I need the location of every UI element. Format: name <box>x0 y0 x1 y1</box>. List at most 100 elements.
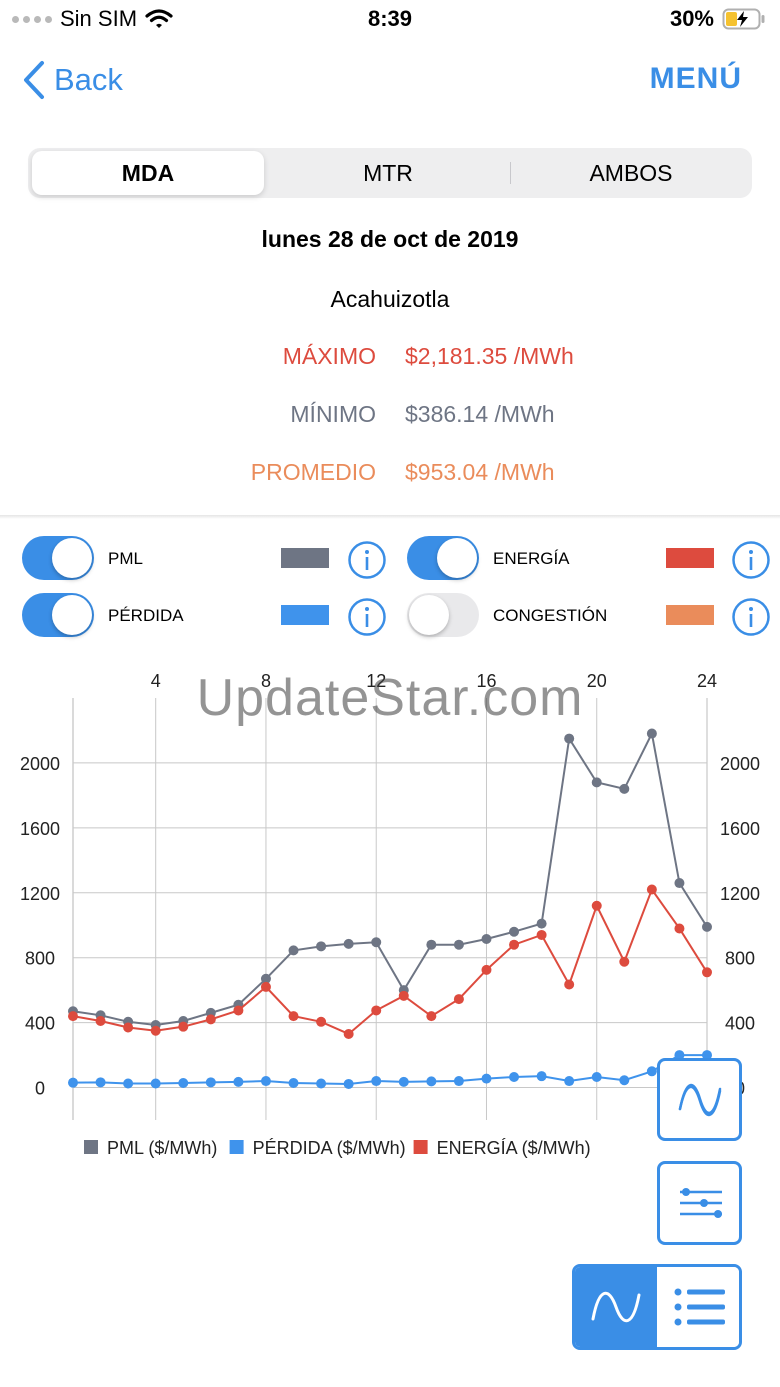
battery-percent: 30% <box>669 6 714 31</box>
price-line-chart[interactable]: 0040040080080012001200160016002000200048… <box>0 660 780 1170</box>
legend-swatch <box>84 1140 98 1154</box>
data-point <box>564 1076 575 1087</box>
toggle-knob <box>52 538 92 578</box>
min-label: MÍNIMO <box>290 401 376 427</box>
data-point <box>702 921 712 932</box>
x-tick-label: 24 <box>697 671 717 691</box>
swatch-energia <box>666 548 714 568</box>
data-point <box>150 1078 161 1089</box>
data-point <box>260 1076 271 1087</box>
wifi-icon <box>145 9 173 28</box>
filter-settings-button[interactable] <box>657 1161 742 1245</box>
list-view-button[interactable] <box>657 1267 739 1347</box>
data-point <box>674 1050 685 1061</box>
data-point <box>591 777 602 788</box>
y-tick-label-right: 2000 <box>720 754 760 774</box>
tab-mtr[interactable]: MTR <box>363 159 413 186</box>
legend-swatch <box>229 1140 244 1154</box>
toggle-congestion[interactable] <box>407 593 479 637</box>
data-point <box>150 1025 161 1036</box>
view-mode-control <box>572 1264 742 1350</box>
data-point <box>646 884 657 895</box>
data-point <box>95 1015 106 1026</box>
data-point <box>619 783 630 794</box>
data-point <box>564 733 575 744</box>
legend-label: PML ($/MWh) <box>107 1138 217 1158</box>
data-point <box>674 923 685 934</box>
data-point <box>95 1077 106 1088</box>
data-point <box>316 1016 327 1027</box>
chevron-left-icon <box>24 61 44 99</box>
legend-swatch <box>413 1140 428 1154</box>
data-point <box>343 1078 354 1089</box>
toggle-perdida[interactable] <box>22 593 94 637</box>
data-point <box>205 1077 216 1088</box>
data-point <box>426 939 437 950</box>
data-point <box>371 937 382 948</box>
tab-mda[interactable]: MDA <box>32 151 264 195</box>
data-point <box>260 981 271 992</box>
data-point <box>398 990 409 1001</box>
info-icon[interactable] <box>731 597 771 637</box>
max-value: $2,181.35 /MWh <box>405 343 574 369</box>
data-point <box>619 1075 630 1086</box>
data-point <box>178 1021 189 1032</box>
chart-style-button[interactable] <box>657 1058 742 1141</box>
data-point <box>316 941 327 952</box>
swatch-congestion <box>666 605 714 625</box>
back-button[interactable]: Back <box>22 60 123 100</box>
series-line-1 <box>72 1054 707 1085</box>
toggle-label-energia: ENERGÍA <box>493 549 570 568</box>
toggle-row-1: PML ENERGÍA <box>0 536 780 584</box>
toggle-pml[interactable] <box>22 536 94 580</box>
chart-view-button[interactable] <box>575 1267 657 1347</box>
wave-icon <box>591 1292 641 1322</box>
data-point <box>123 1022 134 1033</box>
data-point <box>674 878 685 889</box>
data-point <box>702 1050 712 1061</box>
y-tick-label-left: 2000 <box>20 754 60 774</box>
x-tick-label: 4 <box>151 671 161 691</box>
data-point <box>646 728 657 739</box>
data-point <box>702 967 712 978</box>
y-tick-label-left: 800 <box>25 949 55 969</box>
status-time: 8:39 <box>367 6 413 31</box>
toggle-knob <box>52 595 92 635</box>
battery-charging-icon <box>722 8 765 30</box>
info-icon[interactable] <box>347 597 387 637</box>
date-title: lunes 28 de oct de 2019 <box>261 226 519 252</box>
x-tick-label: 8 <box>261 671 271 691</box>
toggle-knob <box>409 595 449 635</box>
info-icon[interactable] <box>731 540 771 580</box>
toggle-label-perdida: PÉRDIDA <box>108 606 184 625</box>
data-point <box>453 994 464 1005</box>
max-row: MÁXIMO $2,181.35 /MWh <box>0 343 780 373</box>
series-line-2 <box>72 887 708 1036</box>
data-point <box>371 1005 382 1016</box>
y-tick-label-left: 1600 <box>20 819 60 839</box>
series-line-0 <box>72 730 708 1027</box>
signal-icon <box>12 15 52 23</box>
avg-value: $953.04 /MWh <box>405 459 555 485</box>
y-tick-label-right: 1600 <box>720 819 760 839</box>
node-name: Acahuizotla <box>330 286 450 312</box>
y-tick-label-right: 800 <box>725 949 755 969</box>
data-point <box>481 964 492 975</box>
info-icon[interactable] <box>347 540 387 580</box>
toggle-energia[interactable] <box>407 536 479 580</box>
segment-divider <box>510 162 511 184</box>
toggle-label-congestion: CONGESTIÓN <box>493 606 608 625</box>
list-icon <box>674 1288 725 1326</box>
data-point <box>123 1078 134 1089</box>
tab-ambos[interactable]: AMBOS <box>589 159 673 186</box>
data-point <box>591 900 602 911</box>
wave-icon <box>678 1084 722 1116</box>
data-point <box>233 1005 244 1016</box>
data-point <box>536 929 547 940</box>
menu-button[interactable]: MENÚ <box>649 62 742 95</box>
swatch-pml <box>281 548 329 568</box>
data-point <box>426 1011 437 1022</box>
data-point <box>343 938 354 949</box>
nav-bar: Back MENÚ <box>0 52 780 108</box>
data-point <box>68 1011 78 1022</box>
